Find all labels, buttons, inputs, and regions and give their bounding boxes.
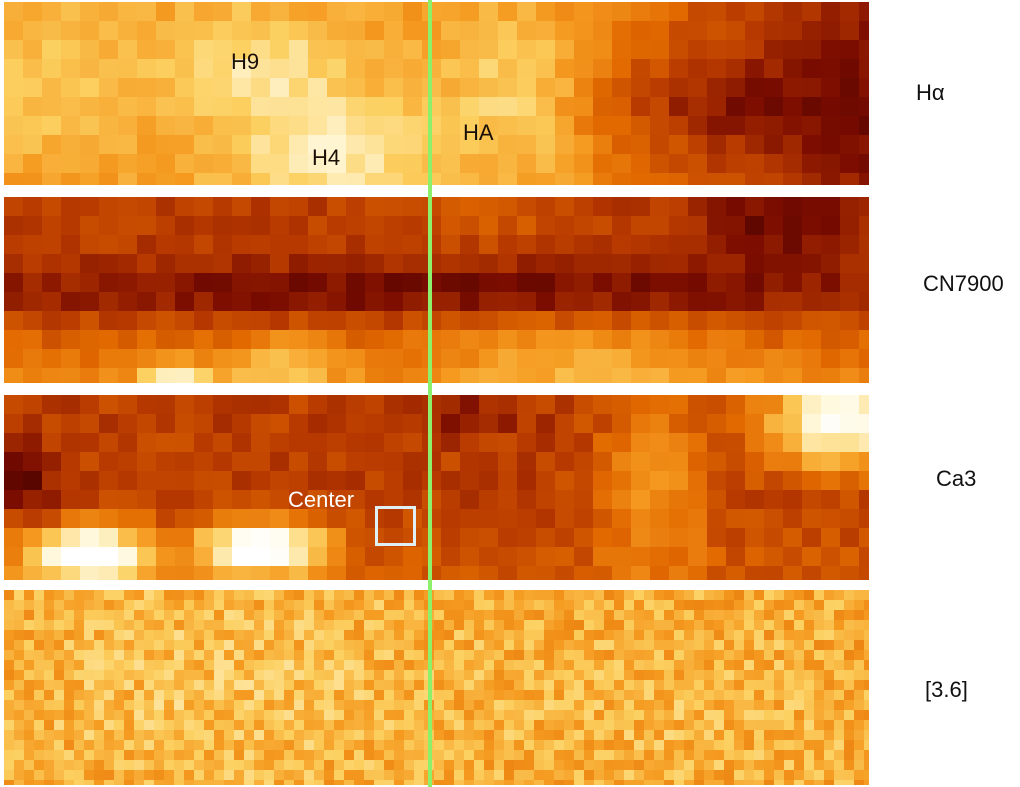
region-label-h9: H9 [231, 49, 260, 74]
region-label-ha: HA [463, 120, 494, 145]
ca3-heatmap [4, 395, 869, 580]
panel-label-ca3: Ca3 [936, 466, 977, 491]
cn7900-image-panel [4, 197, 869, 383]
slit-position-line [428, 0, 432, 787]
halpha-heatmap [4, 2, 869, 185]
ir36-heatmap [4, 590, 869, 785]
ca3-image-panel [4, 395, 869, 580]
panel-label-halpha: Hα [916, 80, 945, 105]
center-marker-box [375, 506, 416, 546]
cn7900-heatmap [4, 197, 869, 383]
center-label: Center [288, 487, 355, 512]
panel-label-ir36: [3.6] [925, 677, 968, 702]
halpha-image-panel [4, 2, 869, 185]
panel-label-cn7900: CN7900 [923, 271, 1004, 296]
region-label-h4: H4 [312, 145, 341, 170]
ir36-image-panel [4, 590, 869, 785]
